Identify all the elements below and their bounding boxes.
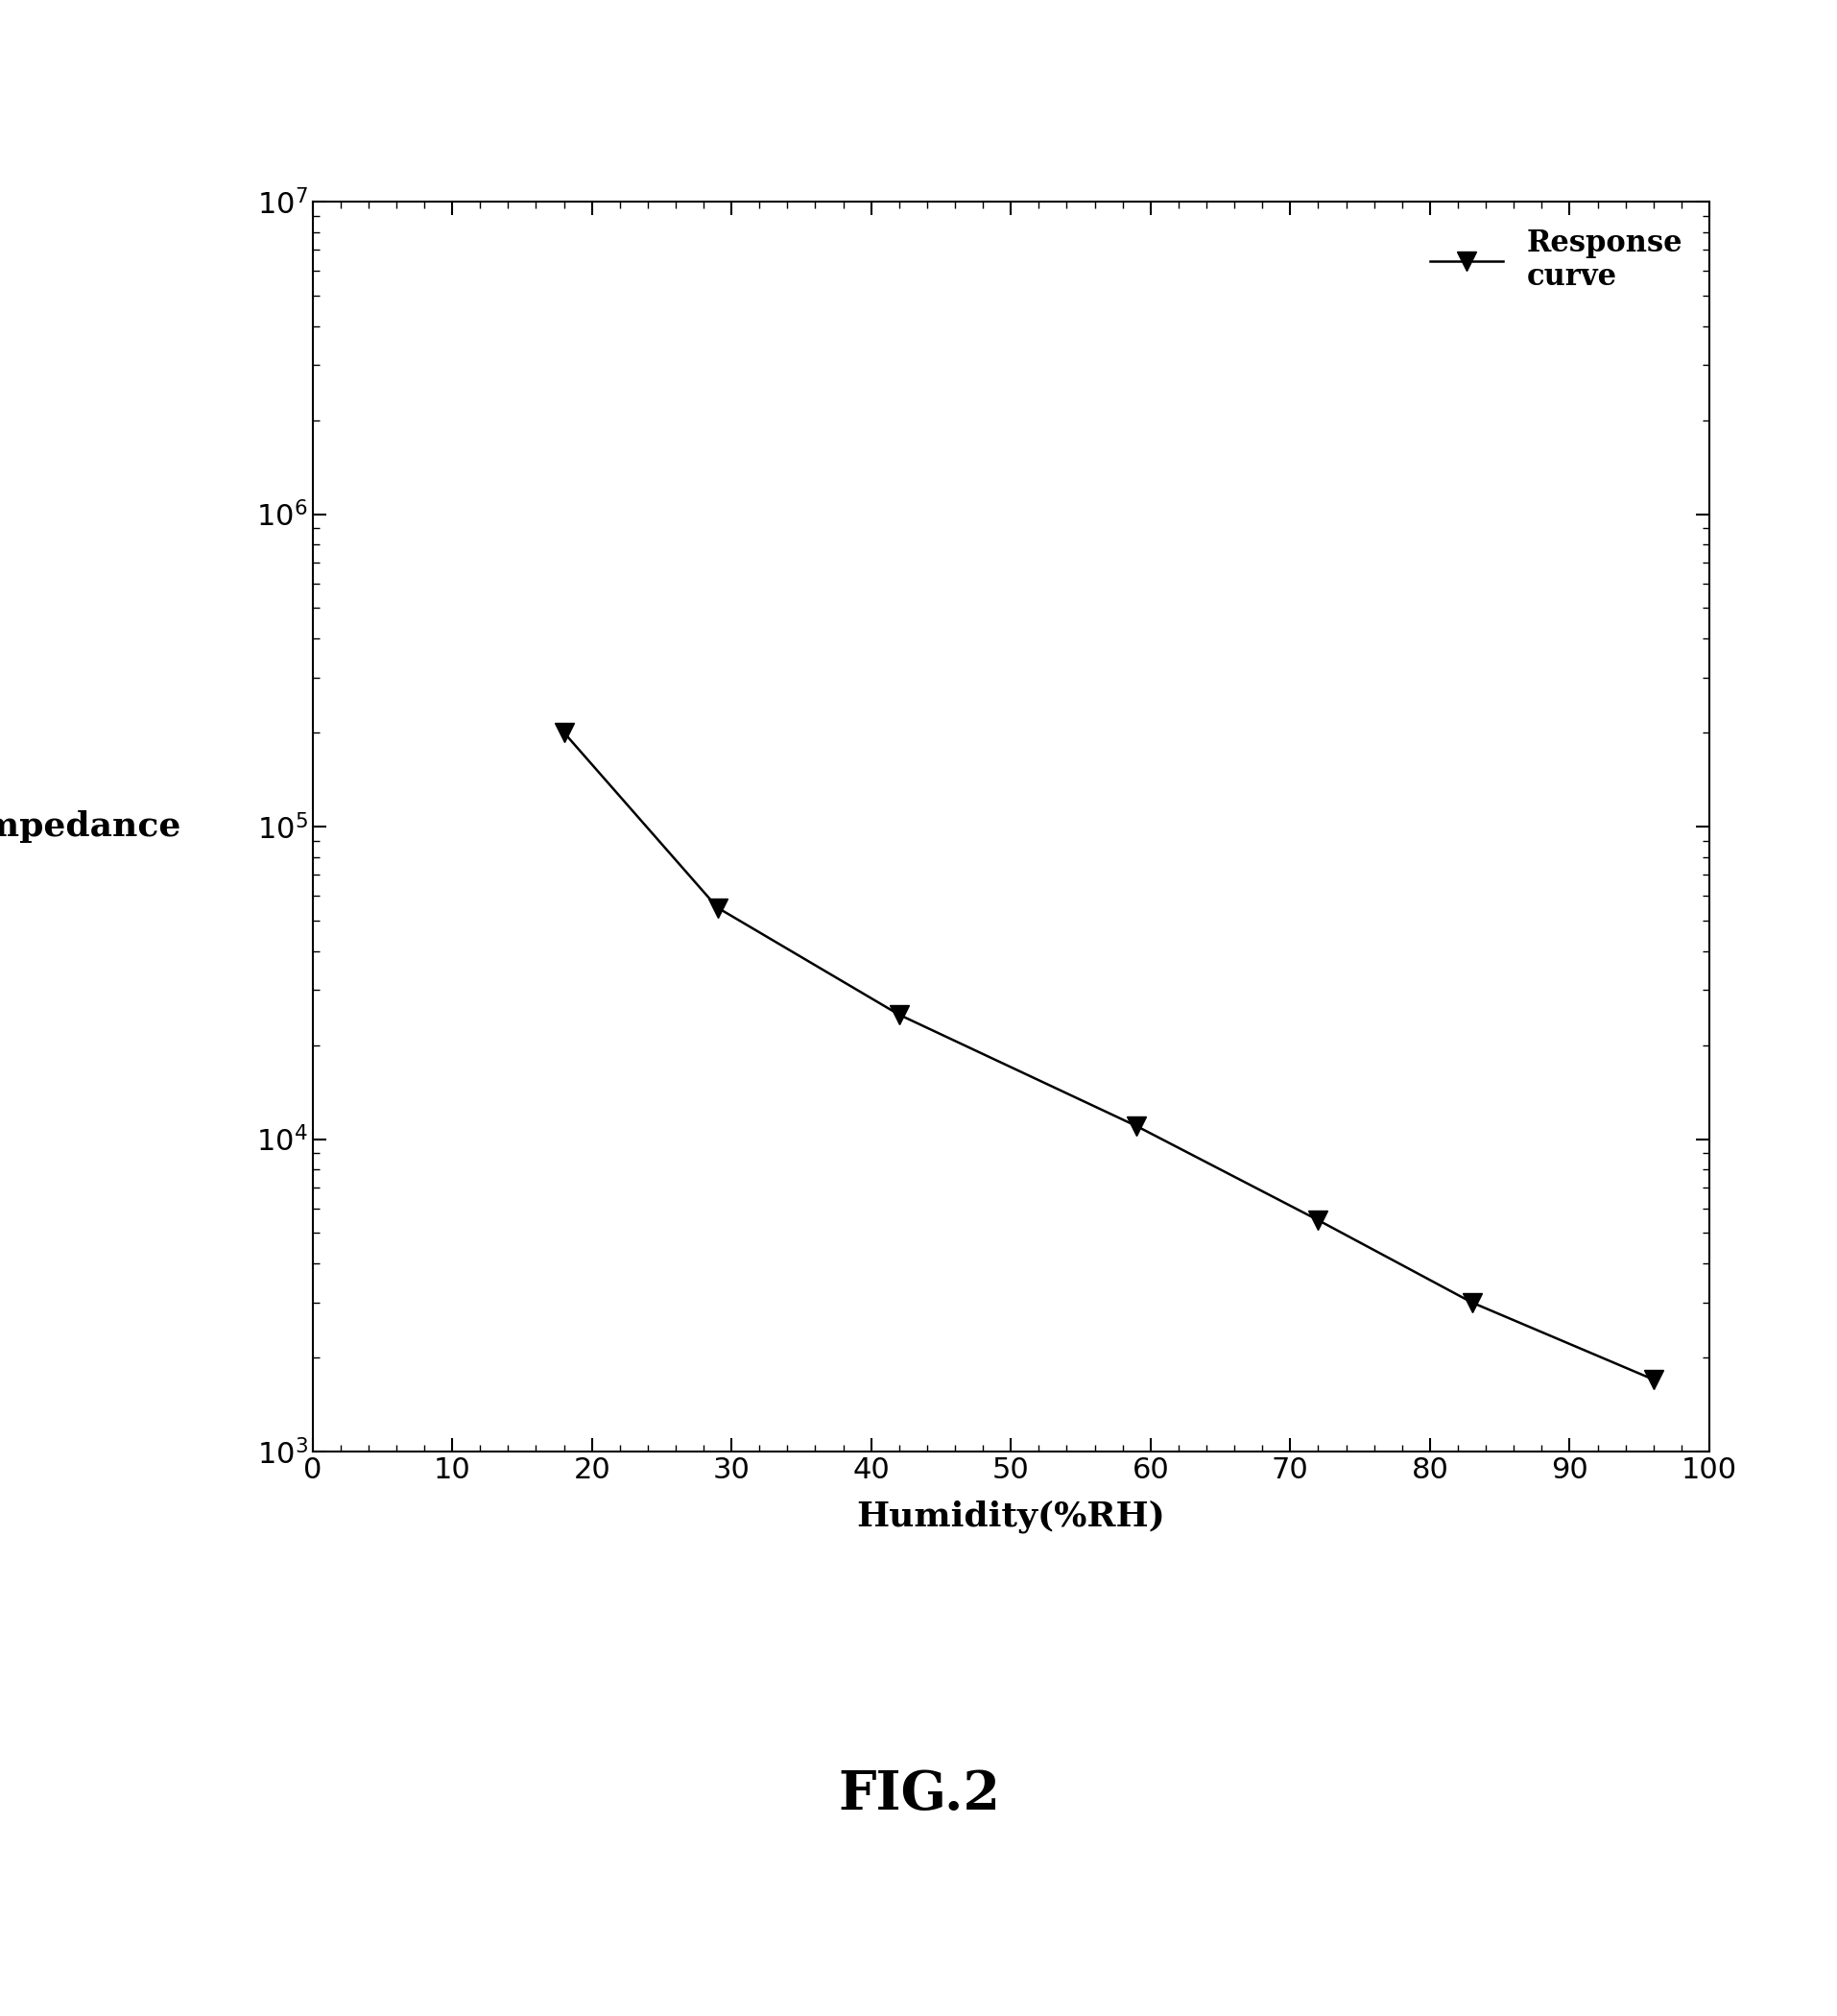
Legend: Response
curve: Response curve [1418,216,1694,304]
X-axis label: Humidity(%RH): Humidity(%RH) [856,1500,1165,1534]
Text: Impedance: Impedance [0,810,180,843]
Text: FIG.2: FIG.2 [838,1768,999,1820]
